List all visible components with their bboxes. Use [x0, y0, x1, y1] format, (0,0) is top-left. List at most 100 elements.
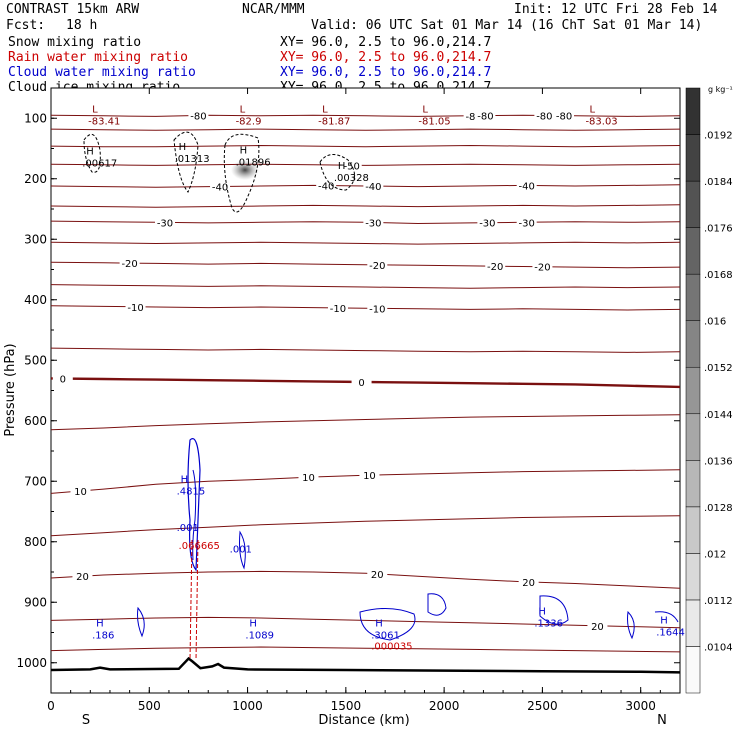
legend-rain-xy: XY= 96.0, 2.5 to 96.0,214.7 — [280, 50, 492, 65]
isotherm-label: -80 — [536, 111, 552, 122]
isotherm-label: -30 — [519, 218, 535, 229]
colorbar-tick-label: .0112 — [704, 596, 733, 607]
contour-extremum-value: .001 — [177, 523, 199, 534]
isotherm--80 — [51, 114, 680, 117]
isotherm-22 — [51, 616, 680, 629]
y-tick-label: 700 — [24, 474, 47, 488]
high-marker: H — [181, 475, 189, 486]
cloud-water-contour — [187, 438, 201, 572]
colorbar-tick-label: .0136 — [704, 456, 733, 467]
isotherm-label-bg — [363, 181, 384, 192]
y-tick-label: 500 — [24, 353, 47, 367]
fcst-label: Fcst: — [6, 18, 46, 33]
isotherm--35 — [51, 204, 680, 208]
model-title: CONTRAST 15km ARW — [6, 2, 140, 17]
y-tick-label: 100 — [24, 111, 47, 125]
high-marker: H — [86, 147, 94, 158]
isotherm-label: -50 — [344, 161, 360, 172]
colorbar-band — [685, 646, 701, 694]
y-axis-label: Pressure (hPa) — [3, 343, 18, 436]
cloud-water-contour — [137, 606, 145, 638]
x-tick-label: 1000 — [232, 699, 263, 713]
high-marker: H — [538, 606, 546, 617]
isotherm-label: 10 — [74, 487, 87, 498]
x-tick-label: 500 — [138, 699, 161, 713]
high-marker: H — [338, 161, 346, 172]
low-marker: L — [422, 104, 428, 115]
snow-contour — [223, 133, 260, 213]
y-tick-label: 900 — [24, 595, 47, 609]
isotherm-label: -30 — [365, 218, 381, 229]
isotherm-label: -10 — [330, 304, 346, 315]
terrain-line — [50, 656, 681, 674]
x-tick-label: 2500 — [527, 699, 558, 713]
isotherm-20 — [51, 570, 680, 589]
cloud-water-contour — [192, 469, 197, 561]
contour-extremum-value: .00328 — [334, 173, 369, 184]
cloud-ice-shading — [231, 160, 259, 180]
colorbar-band — [685, 87, 701, 135]
isotherm-label: -10 — [127, 303, 143, 314]
cloud-water-contour — [654, 611, 679, 623]
x-tick-label: 0 — [47, 699, 55, 713]
isotherm--5 — [51, 347, 680, 353]
isotherm-label-bg — [516, 217, 537, 228]
cloud-water-contour — [359, 608, 416, 641]
y-tick-label: 1000 — [16, 656, 47, 670]
colorbar-tick-label: .0168 — [704, 270, 733, 281]
isotherm-label-bg — [359, 470, 380, 481]
isotherm-label: -20 — [487, 262, 503, 273]
isotherm-label-bg — [316, 180, 337, 191]
isotherm-label-bg — [72, 571, 93, 582]
colorbar-tick-label: .0104 — [704, 642, 733, 653]
high-marker: H — [96, 619, 104, 630]
x-tick-label: 1500 — [331, 699, 362, 713]
y-tick-label: 300 — [24, 232, 47, 246]
colorbar-tick-label: .0144 — [704, 410, 733, 421]
isotherm--70 — [51, 128, 680, 131]
contour-extremum-value: .186 — [92, 631, 114, 642]
isotherm-label-bg — [363, 217, 384, 228]
cloud-water-contour — [427, 593, 447, 616]
snow-contour — [83, 133, 101, 173]
legend-snow-xy: XY= 96.0, 2.5 to 96.0,214.7 — [280, 35, 492, 50]
cloud-water-contour — [627, 610, 635, 640]
isotherm--25 — [51, 241, 680, 245]
isotherm-label-bg — [463, 110, 484, 121]
cloud-water-contour — [239, 530, 246, 570]
init-time: Init: 12 UTC Fri 28 Feb 14 — [514, 2, 718, 17]
isotherm-label: 0 — [60, 375, 66, 386]
colorbar-tick-label: .0176 — [704, 224, 733, 235]
isotherm-label: -20 — [534, 263, 550, 274]
legend-cloud-water: Cloud water mixing ratio — [8, 65, 196, 80]
isotherm-label-bg — [119, 258, 140, 269]
isotherm-label: -40 — [519, 181, 535, 192]
isotherm-label: -80 — [477, 112, 493, 123]
colorbar-band — [685, 460, 701, 508]
isotherm-label: -40 — [365, 182, 381, 193]
colorbar-tick-label: .0184 — [704, 177, 733, 188]
isotherm-label-bg — [516, 180, 537, 191]
isotherm-label-bg — [534, 110, 555, 121]
legend-rain: Rain water mixing ratio — [8, 50, 189, 65]
x-axis-label: Distance (km) — [318, 713, 409, 728]
contour-extremum-value: -81.05 — [418, 116, 450, 127]
isotherm-label-bg — [188, 110, 209, 121]
contour-extremum-value: .1336 — [534, 618, 563, 629]
high-marker: H — [179, 142, 187, 153]
isotherm-label-bg — [367, 568, 388, 579]
isotherm-label-bg — [367, 259, 388, 270]
isotherm-label-bg — [52, 373, 73, 384]
isotherm-label: -30 — [157, 218, 173, 229]
cloud-water-contour — [539, 595, 569, 625]
isotherm-label-bg — [298, 472, 319, 483]
contour-extremum-value: .00617 — [82, 159, 117, 170]
legend-cloud-water-xy: XY= 96.0, 2.5 to 96.0,214.7 — [280, 65, 492, 80]
contour-extremum-value: -83.03 — [585, 116, 617, 127]
isotherm-label-bg — [125, 301, 146, 312]
contour-extremum-value: -81.87 — [318, 116, 350, 127]
x-tick-label: 3000 — [625, 699, 656, 713]
isotherm-label-bg — [518, 576, 539, 587]
isotherm-24 — [51, 646, 680, 653]
colorbar-band — [685, 227, 701, 275]
